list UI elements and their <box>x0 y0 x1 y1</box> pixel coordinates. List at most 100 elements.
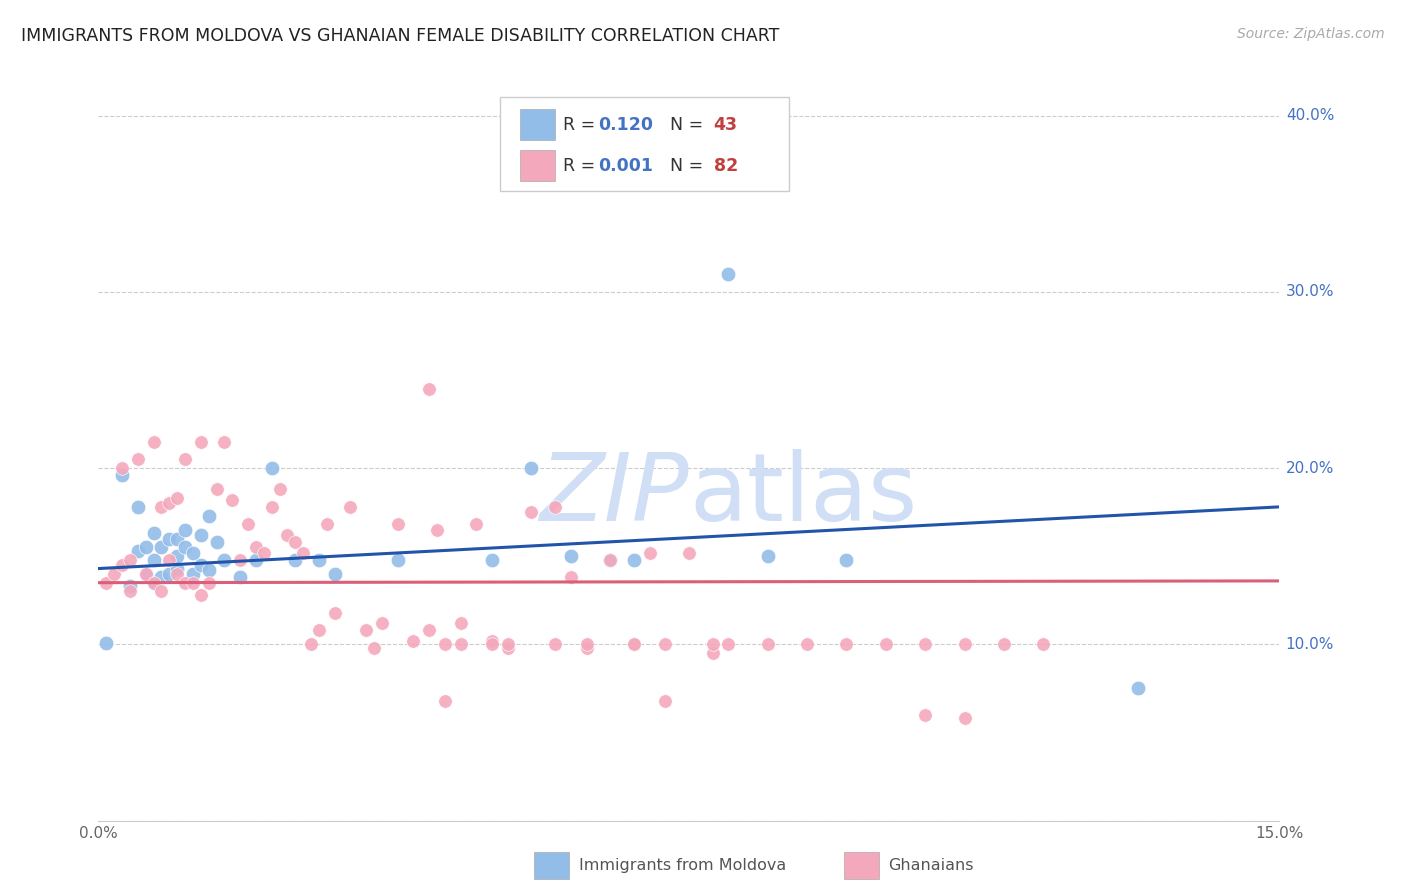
Point <box>702 637 724 651</box>
Point <box>150 570 173 584</box>
Point <box>465 517 488 532</box>
FancyBboxPatch shape <box>534 852 569 879</box>
Text: Ghanaians: Ghanaians <box>889 858 974 872</box>
Point <box>205 535 228 549</box>
Point <box>560 549 582 564</box>
Point <box>387 553 409 567</box>
Point <box>717 267 740 281</box>
Text: atlas: atlas <box>689 449 917 541</box>
Point <box>269 482 291 496</box>
Point <box>450 637 472 651</box>
Point <box>418 382 440 396</box>
Point <box>623 637 645 651</box>
Point <box>221 492 243 507</box>
Point <box>103 566 125 581</box>
Point <box>260 500 283 514</box>
Point <box>142 575 165 590</box>
Point <box>363 640 385 655</box>
Point <box>914 637 936 651</box>
Point <box>654 694 676 708</box>
Point <box>623 637 645 651</box>
Point <box>953 637 976 651</box>
Point <box>450 616 472 631</box>
Point <box>418 624 440 638</box>
Point <box>835 553 858 567</box>
Point <box>654 637 676 651</box>
Point <box>197 508 219 523</box>
Point <box>323 606 346 620</box>
Text: R =: R = <box>562 116 600 134</box>
FancyBboxPatch shape <box>520 150 555 181</box>
Text: Source: ZipAtlas.com: Source: ZipAtlas.com <box>1237 27 1385 41</box>
Text: 10.0%: 10.0% <box>1285 637 1334 652</box>
Point <box>135 566 157 581</box>
Point <box>150 584 173 599</box>
Point <box>796 637 818 651</box>
Point <box>214 434 236 449</box>
Text: 0.001: 0.001 <box>598 157 652 175</box>
Point <box>308 553 330 567</box>
Point <box>118 579 141 593</box>
Point <box>481 553 503 567</box>
Point <box>623 553 645 567</box>
Point <box>111 461 134 475</box>
Point <box>544 637 567 651</box>
Point <box>599 553 621 567</box>
Point <box>433 694 456 708</box>
Point <box>544 500 567 514</box>
Point <box>371 616 394 631</box>
Point <box>157 553 180 567</box>
Point <box>229 570 252 584</box>
Point <box>245 541 267 555</box>
Point <box>142 526 165 541</box>
Point <box>229 553 252 567</box>
Point <box>127 544 149 558</box>
Point <box>166 549 188 564</box>
Point <box>284 553 307 567</box>
Point <box>157 532 180 546</box>
Point <box>157 496 180 510</box>
Point <box>284 535 307 549</box>
Point <box>575 637 598 651</box>
Point <box>127 500 149 514</box>
Point <box>190 528 212 542</box>
Point <box>96 575 118 590</box>
Point <box>1126 681 1149 696</box>
Point <box>260 461 283 475</box>
Point <box>638 546 661 560</box>
Point <box>276 528 298 542</box>
Text: 40.0%: 40.0% <box>1285 108 1334 123</box>
Point <box>111 468 134 483</box>
Point <box>166 532 188 546</box>
Point <box>190 434 212 449</box>
Point <box>111 558 134 572</box>
Point <box>756 549 779 564</box>
Point <box>575 640 598 655</box>
Point <box>426 523 449 537</box>
Point <box>190 558 212 572</box>
Point <box>135 566 157 581</box>
Point <box>118 584 141 599</box>
Point <box>402 633 425 648</box>
Point <box>702 646 724 660</box>
Point <box>756 637 779 651</box>
Point <box>993 637 1015 651</box>
Point <box>323 566 346 581</box>
Point <box>174 541 197 555</box>
Point <box>157 566 180 581</box>
Text: N =: N = <box>659 116 709 134</box>
Point <box>142 434 165 449</box>
Text: IMMIGRANTS FROM MOLDOVA VS GHANAIAN FEMALE DISABILITY CORRELATION CHART: IMMIGRANTS FROM MOLDOVA VS GHANAIAN FEMA… <box>21 27 779 45</box>
Point <box>142 553 165 567</box>
Point <box>150 541 173 555</box>
Point <box>142 575 165 590</box>
Point <box>181 546 204 560</box>
Text: 20.0%: 20.0% <box>1285 460 1334 475</box>
Text: ZIP: ZIP <box>540 450 689 541</box>
Point <box>236 517 259 532</box>
Point <box>181 575 204 590</box>
Point <box>118 553 141 567</box>
Text: 30.0%: 30.0% <box>1285 285 1334 300</box>
Point <box>387 517 409 532</box>
Point <box>953 711 976 725</box>
